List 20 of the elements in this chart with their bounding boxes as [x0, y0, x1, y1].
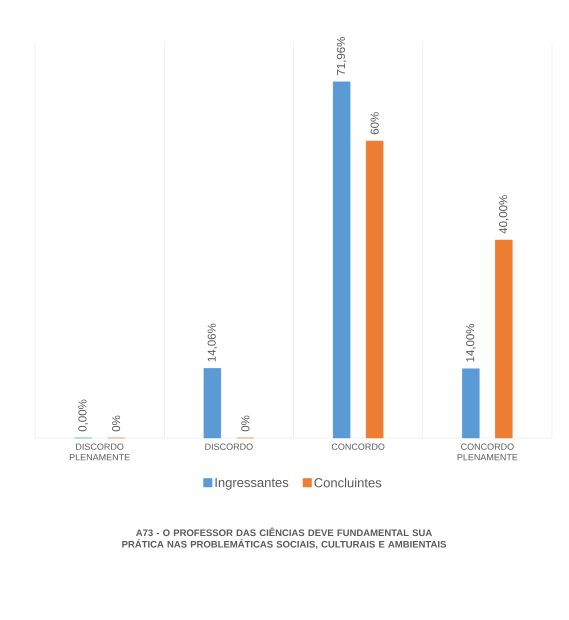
x-tick-label: CONCORDO PLENAMENTE — [458, 444, 518, 460]
bar — [495, 240, 513, 438]
text: A73 - O PROFESSOR DAS CIÊNCIAS DEVE FUNDAMENTAL SUA PRÁTICA NAS PROBLEMÁTICAS SOCIAIS, CULTURAIS E AMBIENTAIS — [122, 528, 446, 550]
bar — [204, 368, 222, 438]
x-tick-label: DISCORDO PLENAMENTE — [70, 444, 130, 460]
bar — [366, 140, 384, 438]
bar — [462, 368, 480, 438]
data-label: 14,06% — [208, 324, 218, 362]
data-label: 40,00% — [499, 195, 509, 234]
legend-label: Ingressantes — [216, 478, 288, 490]
bar — [332, 82, 350, 438]
data-label: 0% — [112, 416, 120, 432]
data-label: 71,96% — [336, 37, 346, 75]
data-label: 14,00% — [466, 324, 476, 362]
data-label: 0% — [241, 416, 250, 432]
x-tick-label: CONCORDO — [332, 444, 384, 450]
x-tick-label: DISCORDO — [205, 444, 253, 450]
legend-label: Concluintes — [314, 478, 382, 488]
data-label: 60% — [370, 112, 379, 134]
data-label: 0,00% — [78, 400, 88, 432]
